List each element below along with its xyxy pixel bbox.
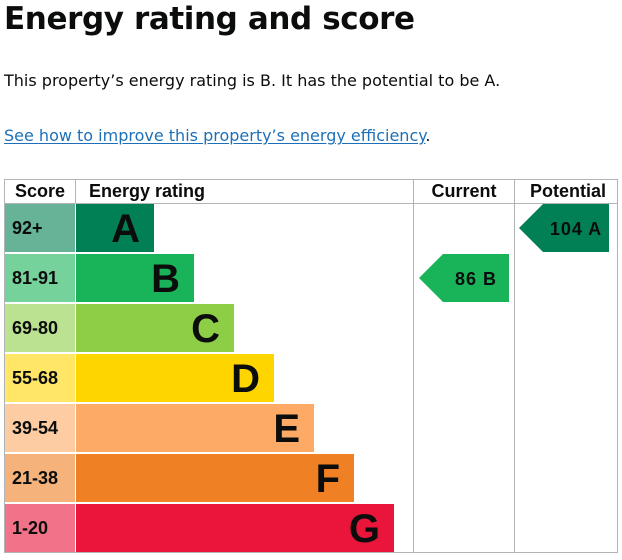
band-score-label-f: 21-38 — [12, 468, 58, 488]
band-score-cell-b — [5, 254, 75, 302]
band-row-a: 92+ A — [5, 204, 154, 252]
rating-markers: 86 B 104 A — [419, 204, 609, 302]
band-score-label-d: 55-68 — [12, 368, 58, 388]
band-letter-f: F — [316, 457, 340, 501]
band-score-cell-g — [5, 504, 75, 552]
link-suffix: . — [425, 126, 431, 145]
band-bar-d — [76, 354, 274, 402]
rating-summary: This property’s energy rating is B. It h… — [4, 71, 501, 90]
band-row-d: 55-68 D — [5, 354, 274, 402]
band-score-cell-f — [5, 454, 75, 502]
band-row-c: 69-80 C — [5, 304, 234, 352]
band-row-e: 39-54 E — [5, 404, 314, 452]
improve-link-line: See how to improve this property’s energ… — [4, 125, 431, 147]
band-score-cell-c — [5, 304, 75, 352]
potential-rating-marker-arrow — [519, 204, 609, 252]
band-score-cell-a — [5, 204, 75, 252]
band-row-b: 81-91 B — [5, 254, 194, 302]
band-score-label-c: 69-80 — [12, 318, 58, 338]
header-score: Score — [15, 181, 65, 201]
table-header: Score Energy rating Current Potential — [15, 181, 606, 201]
band-row-g: 1-20 G — [5, 504, 394, 552]
band-score-label-a: 92+ — [12, 218, 43, 238]
potential-rating-marker-label: 104 A — [550, 219, 602, 239]
header-current: Current — [431, 181, 496, 201]
current-rating-marker-arrow — [419, 254, 509, 302]
header-potential: Potential — [530, 181, 606, 201]
improve-efficiency-link[interactable]: See how to improve this property’s energ… — [4, 126, 426, 145]
band-row-f: 21-38 F — [5, 454, 354, 502]
band-bar-b — [76, 254, 194, 302]
band-bar-g — [76, 504, 394, 552]
band-bar-f — [76, 454, 354, 502]
band-letter-g: G — [349, 507, 380, 551]
current-rating-marker: 86 B — [419, 254, 509, 302]
band-score-cell-e — [5, 404, 75, 452]
band-bar-c — [76, 304, 234, 352]
band-score-cell-d — [5, 354, 75, 402]
band-score-label-e: 39-54 — [12, 418, 58, 438]
band-bar-a — [76, 204, 154, 252]
page-title: Energy rating and score — [4, 1, 415, 37]
band-letter-c: C — [191, 307, 220, 351]
table-border — [4, 179, 618, 553]
rating-bands: 92+ A 81-91 B 69-80 C 55-68 D 39-54 E 21-38 F 1-20 G — [5, 204, 394, 552]
header-energy-rating: Energy rating — [89, 181, 205, 201]
band-bar-e — [76, 404, 314, 452]
band-letter-a: A — [111, 207, 140, 251]
table-grid — [4, 179, 618, 553]
band-score-label-b: 81-91 — [12, 268, 58, 288]
band-letter-e: E — [273, 407, 300, 451]
band-score-label-g: 1-20 — [12, 518, 48, 538]
band-letter-b: B — [151, 257, 180, 301]
potential-rating-marker: 104 A — [519, 204, 609, 252]
current-rating-marker-label: 86 B — [455, 269, 497, 289]
band-letter-d: D — [231, 357, 260, 401]
